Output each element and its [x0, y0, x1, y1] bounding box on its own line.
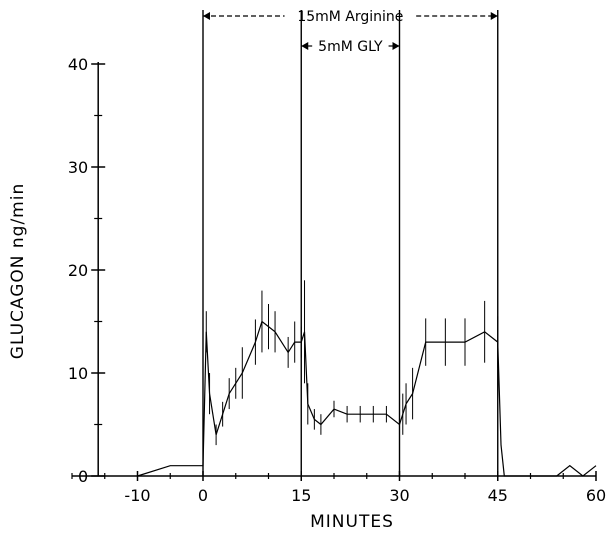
x-axis-title: MINUTES: [310, 512, 394, 532]
y-tick-label: 30: [68, 158, 88, 177]
treatment-annotation-label: 5mM GLY: [318, 39, 383, 55]
y-tick-label: 10: [68, 364, 88, 383]
error-bars: [205, 280, 499, 446]
series-line: [137, 320, 597, 477]
annotation-arrow: [301, 42, 309, 50]
annotation-arrow: [490, 12, 498, 20]
y-axis-title: GLUCAGON ng/min: [8, 183, 28, 359]
x-tick-label: 30: [389, 486, 409, 505]
y-tick-label: 40: [68, 55, 88, 74]
x-tick-label: 0: [198, 486, 208, 505]
annotation-arrow: [203, 12, 210, 20]
annotations: 15mM Arginine 5mM GLY: [203, 9, 498, 55]
y-tick-label: 20: [68, 261, 88, 280]
axis-ticks: 0 10 20 30 40 -10 0 15 30 45 60: [68, 55, 606, 505]
x-tick-label: 45: [488, 486, 508, 505]
x-tick-label: 15: [291, 486, 311, 505]
y-tick-label: 0: [78, 467, 88, 486]
x-tick-label: -10: [124, 486, 150, 505]
plot-frame: 0 10 20 30 40 -10 0 15 30 45 60 15mM Arginine 5mM G…: [68, 9, 606, 505]
treatment-annotation-label: 15mM Arginine: [297, 9, 403, 25]
vertical-markers: [202, 10, 499, 476]
annotation-arrow: [392, 42, 400, 50]
x-tick-label: 60: [586, 486, 606, 505]
